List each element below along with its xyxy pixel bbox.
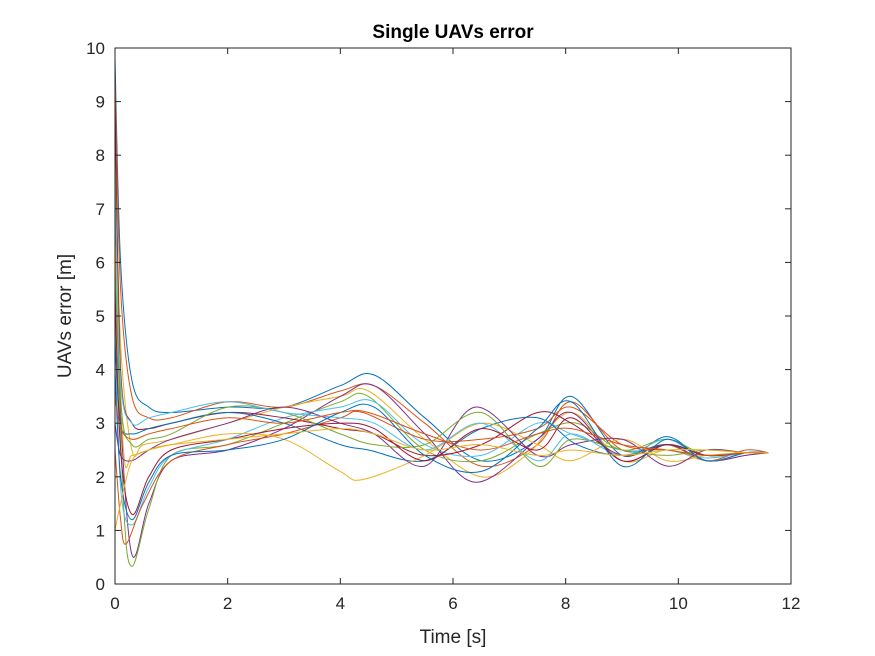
series-line-4 [114, 208, 769, 558]
y-tick-label: 0 [96, 575, 105, 594]
y-tick-label: 6 [96, 253, 105, 272]
axes [114, 47, 792, 585]
series-line-16 [114, 396, 769, 456]
x-axis-ticks: 0 2 4 6 8 10 12 [110, 48, 800, 613]
y-tick-label: 9 [96, 93, 105, 112]
y-tick-label: 10 [86, 39, 105, 58]
y-tick-label: 4 [96, 361, 105, 380]
series-group [114, 58, 769, 567]
y-tick-label: 2 [96, 468, 105, 487]
x-axis-label: Time [s] [420, 627, 487, 648]
plot-frame [114, 47, 792, 585]
x-tick-label: 6 [448, 594, 457, 613]
series-line-12 [114, 155, 769, 467]
y-tick-label: 1 [96, 521, 105, 540]
series-line-6 [114, 315, 769, 526]
chart-title: Single UAVs error [372, 22, 534, 43]
y-axis-ticks: 0 1 2 3 4 5 6 7 8 9 10 [86, 39, 791, 594]
series-line-17 [114, 428, 769, 531]
series-line-1 [114, 58, 769, 462]
series-line-3 [114, 128, 769, 478]
x-tick-label: 0 [110, 594, 119, 613]
x-tick-label: 10 [669, 594, 688, 613]
y-axis-label: UAVs error [m] [55, 254, 76, 378]
x-tick-label: 12 [782, 594, 801, 613]
y-tick-label: 7 [96, 200, 105, 219]
series-line-14 [114, 289, 769, 515]
series-line-15 [114, 369, 769, 521]
series-line-10 [114, 235, 769, 481]
y-tick-label: 8 [96, 146, 105, 165]
y-tick-label: 5 [96, 307, 105, 326]
x-tick-label: 4 [336, 594, 345, 613]
y-tick-label: 3 [96, 414, 105, 433]
x-tick-label: 8 [561, 594, 570, 613]
x-tick-label: 2 [223, 594, 232, 613]
